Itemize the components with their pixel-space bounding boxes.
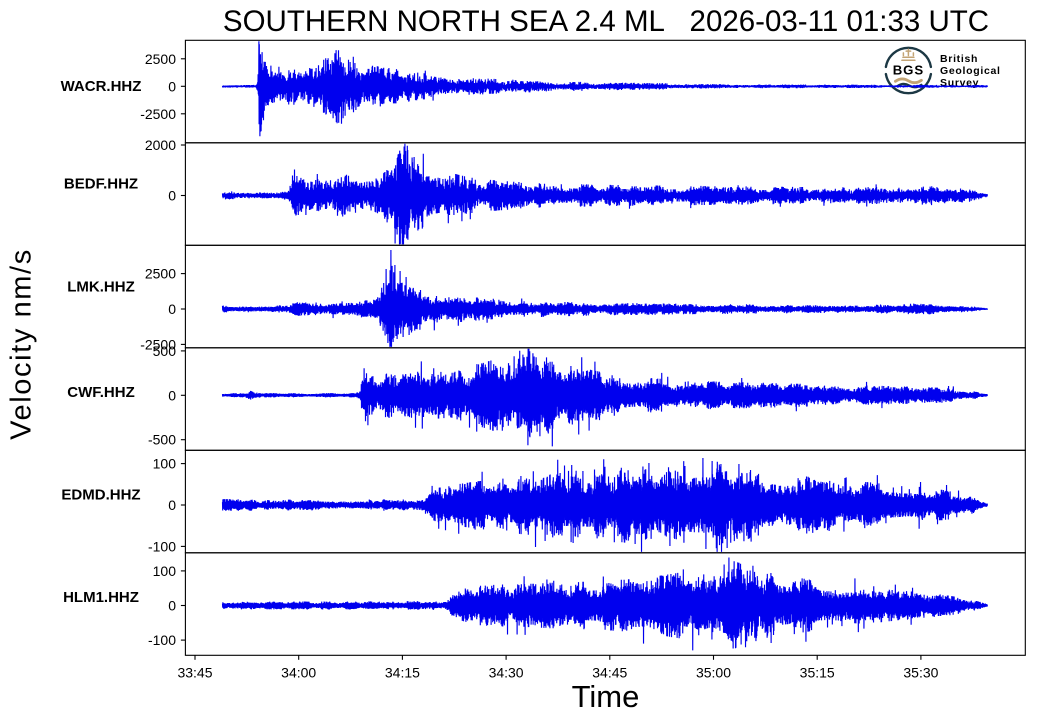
svg-text:2500: 2500	[145, 51, 176, 67]
svg-text:British: British	[940, 53, 978, 65]
svg-text:0: 0	[168, 387, 176, 403]
svg-text:2500: 2500	[145, 266, 176, 282]
svg-text:SOUTHERN NORTH SEA 2.4 ML 20: SOUTHERN NORTH SEA 2.4 ML 2026-03-11 01:…	[223, 5, 989, 38]
svg-text:Velocity nm/s: Velocity nm/s	[6, 248, 38, 440]
svg-text:35:15: 35:15	[800, 665, 835, 681]
svg-text:EDMD.HHZ: EDMD.HHZ	[61, 486, 140, 503]
svg-text:34:15: 34:15	[385, 665, 420, 681]
svg-text:BGS: BGS	[893, 62, 924, 77]
svg-text:Time: Time	[572, 679, 640, 714]
svg-text:-100: -100	[148, 538, 176, 554]
svg-text:100: 100	[153, 563, 177, 579]
svg-text:33:45: 33:45	[177, 665, 212, 681]
svg-text:100: 100	[153, 456, 177, 472]
svg-text:2000: 2000	[145, 137, 176, 153]
svg-text:-2500: -2500	[140, 106, 176, 122]
svg-text:CWF.HHZ: CWF.HHZ	[67, 384, 135, 401]
svg-text:34:45: 34:45	[592, 665, 627, 681]
svg-text:500: 500	[153, 343, 177, 359]
svg-text:34:00: 34:00	[281, 665, 316, 681]
svg-text:Survey: Survey	[940, 77, 979, 89]
svg-text:-100: -100	[148, 632, 176, 648]
svg-text:0: 0	[168, 301, 176, 317]
svg-text:0: 0	[168, 78, 176, 94]
svg-text:-500: -500	[148, 432, 176, 448]
svg-text:34:30: 34:30	[489, 665, 524, 681]
svg-text:HLM1.HHZ: HLM1.HHZ	[63, 589, 139, 606]
svg-text:0: 0	[168, 598, 176, 614]
svg-text:0: 0	[168, 497, 176, 513]
svg-text:0: 0	[168, 188, 176, 204]
svg-text:35:00: 35:00	[696, 665, 731, 681]
svg-text:WACR.HHZ: WACR.HHZ	[61, 78, 142, 95]
svg-text:LMK.HHZ: LMK.HHZ	[67, 279, 135, 296]
svg-text:BEDF.HHZ: BEDF.HHZ	[64, 175, 138, 192]
svg-text:Geological: Geological	[940, 65, 1001, 77]
svg-text:35:30: 35:30	[903, 665, 938, 681]
svg-text:-2500: -2500	[140, 336, 176, 352]
